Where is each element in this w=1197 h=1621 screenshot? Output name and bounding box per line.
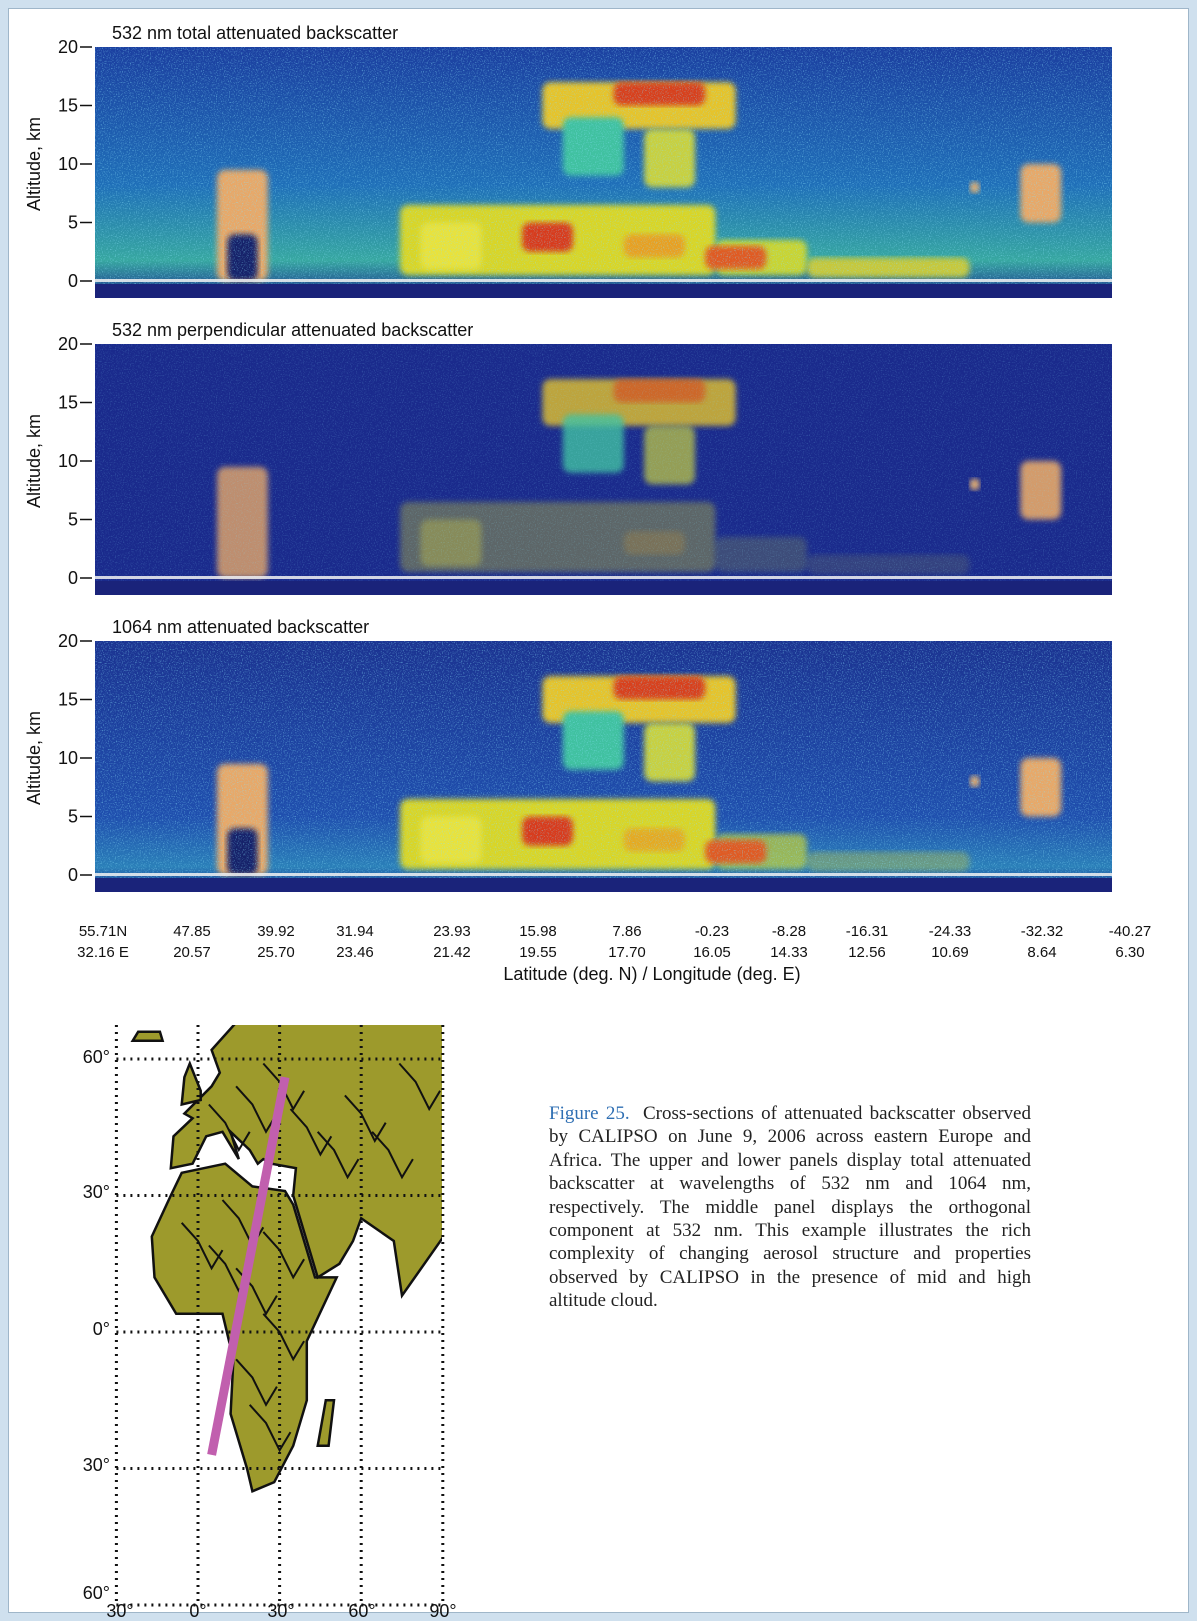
x-tick-lon: 10.69 xyxy=(931,944,969,961)
map-lon-label: 0° xyxy=(189,1601,206,1621)
landmass xyxy=(182,1064,201,1105)
backscatter-speckle xyxy=(95,641,1112,892)
map-lon-label: 90° xyxy=(429,1601,456,1621)
y-tick-label: 20 xyxy=(58,334,78,354)
x-tick-lon: 21.42 xyxy=(433,944,471,961)
x-tick-lat: -0.23 xyxy=(695,923,729,940)
x-tick-lat: -32.32 xyxy=(1021,923,1064,940)
y-tick-label: 5 xyxy=(68,807,78,827)
page: { "panels": [ {"title": "532 nm total at… xyxy=(0,0,1197,1621)
caption-label: Figure 25. xyxy=(549,1103,630,1124)
x-tick-lon: 25.70 xyxy=(257,944,295,961)
panel-title: 532 nm total attenuated backscatter xyxy=(112,23,398,43)
x-tick-lat: 39.92 xyxy=(257,923,295,940)
x-tick-lat: -16.31 xyxy=(846,923,889,940)
y-tick-label: 20 xyxy=(58,631,78,651)
panel-title: 532 nm perpendicular attenuated backscat… xyxy=(112,320,473,340)
y-tick-label: 20 xyxy=(58,37,78,57)
subsurface xyxy=(95,581,1112,595)
x-tick-lat: 23.93 xyxy=(433,923,471,940)
map-lat-label: 60° xyxy=(83,1047,110,1067)
backscatter-speckle xyxy=(95,47,1112,298)
landmass xyxy=(133,1032,163,1041)
x-tick-lon: 23.46 xyxy=(336,944,374,961)
y-tick-label: 15 xyxy=(58,393,78,413)
ground-line xyxy=(95,576,1112,579)
figure: 532 nm total attenuated backscatter Altit… xyxy=(0,0,1197,1621)
y-tick-label: 0 xyxy=(68,271,78,291)
map-lat-label: 30° xyxy=(83,1455,110,1475)
panel-title: 1064 nm attenuated backscatter xyxy=(112,617,369,637)
landmass xyxy=(318,1400,334,1446)
ground-line xyxy=(95,279,1112,282)
land xyxy=(116,977,456,1491)
backscatter-speckle xyxy=(95,344,1112,595)
x-tick-lon: 17.70 xyxy=(608,944,646,961)
ground-line xyxy=(95,873,1112,876)
y-axis-label: Altitude, km xyxy=(24,711,44,805)
map-lat-label: 60° xyxy=(83,1583,110,1603)
map-lon-label: 30° xyxy=(106,1601,133,1621)
y-tick-label: 0 xyxy=(68,865,78,885)
y-tick-label: 10 xyxy=(58,451,78,471)
subsurface xyxy=(95,878,1112,892)
x-tick-lon: 32.16 E xyxy=(77,944,129,961)
subsurface xyxy=(95,284,1112,298)
caption-text: Cross-sections of attenuated backscatter… xyxy=(549,1103,1031,1311)
x-tick-lat: 31.94 xyxy=(336,923,374,940)
x-tick-lat: -40.27 xyxy=(1109,923,1152,940)
y-tick-label: 5 xyxy=(68,213,78,233)
x-tick-lat: -24.33 xyxy=(929,923,972,940)
caption: Figure 25. Cross-sections of attenuated … xyxy=(549,1102,1031,1313)
x-tick-lon: 19.55 xyxy=(519,944,557,961)
x-tick-lon: 8.64 xyxy=(1027,944,1056,961)
landmass xyxy=(116,977,149,1013)
x-tick-lat: 7.86 xyxy=(612,923,641,940)
x-axis-label: Latitude (deg. N) / Longitude (deg. E) xyxy=(503,964,800,984)
x-tick-lat: 47.85 xyxy=(173,923,211,940)
x-tick-lon: 12.56 xyxy=(848,944,886,961)
y-axis-label: Altitude, km xyxy=(24,414,44,508)
map-lon-label: 30° xyxy=(267,1601,294,1621)
map: 60°30°0°30°60°30°0°30°60°90° xyxy=(83,977,457,1621)
x-tick-lon: 16.05 xyxy=(693,944,731,961)
map-lat-label: 0° xyxy=(93,1319,110,1339)
x-tick-lon: 20.57 xyxy=(173,944,211,961)
x-tick-lat: 55.71N xyxy=(79,923,127,940)
x-tick-lon: 6.30 xyxy=(1115,944,1144,961)
map-lat-label: 30° xyxy=(83,1182,110,1202)
y-tick-label: 15 xyxy=(58,690,78,710)
y-tick-label: 5 xyxy=(68,510,78,530)
x-tick-lat: -8.28 xyxy=(772,923,806,940)
y-tick-label: 15 xyxy=(58,96,78,116)
map-lon-label: 60° xyxy=(348,1601,375,1621)
x-tick-lon: 14.33 xyxy=(770,944,808,961)
y-tick-label: 0 xyxy=(68,568,78,588)
y-axis-label: Altitude, km xyxy=(24,117,44,211)
y-tick-label: 10 xyxy=(58,154,78,174)
y-tick-label: 10 xyxy=(58,748,78,768)
x-tick-lat: 15.98 xyxy=(519,923,557,940)
